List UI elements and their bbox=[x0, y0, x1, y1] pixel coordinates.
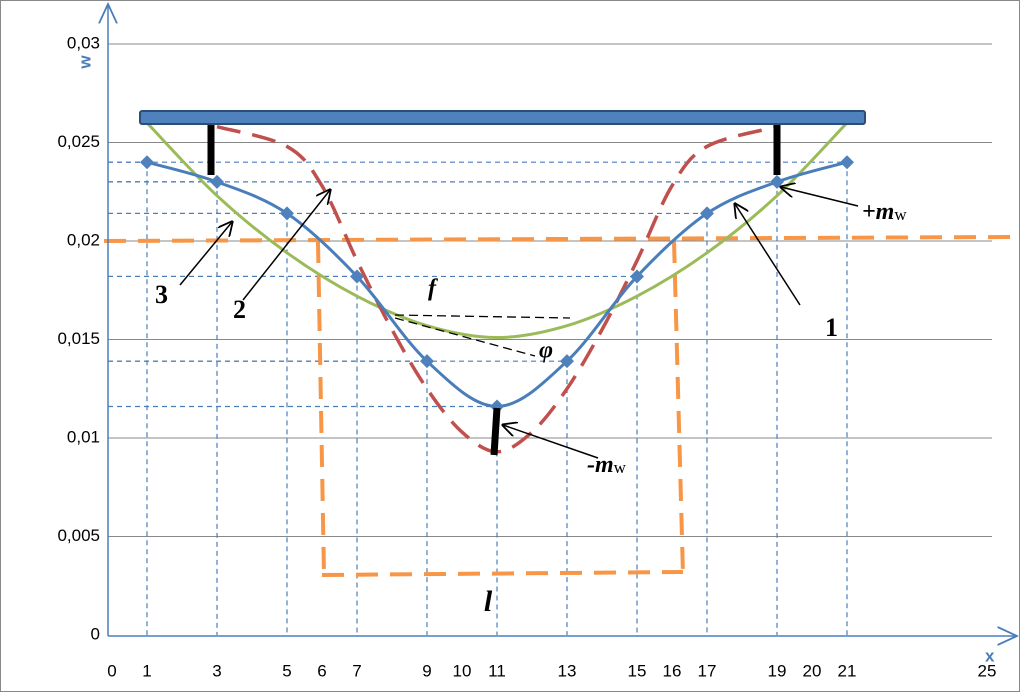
x-tick-label: 21 bbox=[838, 661, 857, 680]
orange-line bbox=[316, 240, 326, 576]
moment-subscript: w bbox=[614, 458, 627, 477]
arrow bbox=[179, 222, 232, 286]
moment-bar bbox=[490, 407, 501, 456]
x-tick-label: 19 bbox=[768, 661, 787, 680]
annotation: f bbox=[428, 276, 438, 302]
y-tick-label: 0,03 bbox=[67, 33, 100, 52]
curve-label: 1 bbox=[825, 313, 838, 342]
data-point bbox=[280, 206, 294, 221]
angle-lines bbox=[394, 314, 571, 357]
arrow bbox=[735, 204, 801, 306]
x-tick-label: 11 bbox=[488, 661, 506, 680]
x-tick-label: 20 bbox=[803, 661, 822, 680]
orange-line bbox=[103, 235, 1013, 243]
series-line bbox=[145, 121, 849, 340]
orange-frame bbox=[103, 235, 1013, 577]
data-point bbox=[140, 155, 154, 170]
y-tick-label: 0,015 bbox=[57, 329, 100, 348]
x-tick-label: 3 bbox=[212, 661, 221, 680]
series-line bbox=[146, 160, 848, 408]
moment-label: +mw bbox=[862, 199, 907, 225]
x-tick-label: 6 bbox=[317, 661, 326, 680]
arrow bbox=[503, 425, 599, 459]
data-point bbox=[700, 206, 714, 221]
x-tick-label: 10 bbox=[453, 661, 472, 680]
moment-symbol: +m bbox=[862, 199, 894, 225]
data-point bbox=[630, 269, 644, 284]
x-tick-label: 25 bbox=[978, 661, 997, 680]
data-point bbox=[350, 269, 364, 284]
x-tick-label: 0 bbox=[107, 661, 116, 680]
y-tick-label: 0,02 bbox=[67, 230, 100, 249]
angle-line bbox=[394, 314, 571, 319]
orange-line bbox=[321, 570, 684, 577]
data-point bbox=[420, 354, 434, 369]
arrow bbox=[242, 190, 330, 301]
curve-label: 3 bbox=[155, 280, 168, 309]
x-tick-label: 16 bbox=[663, 661, 682, 680]
arrows bbox=[179, 187, 859, 459]
arrow bbox=[781, 187, 859, 207]
data-point bbox=[840, 155, 854, 170]
y-tick-label: 0,01 bbox=[67, 427, 100, 446]
guides bbox=[108, 161, 848, 635]
orange-line bbox=[672, 240, 685, 576]
annotation: φ bbox=[539, 338, 553, 364]
x-tick-label: 7 bbox=[352, 661, 361, 680]
angle-line bbox=[394, 317, 536, 357]
y-tick-label: 0,005 bbox=[57, 526, 100, 545]
x-axis-label: x bbox=[985, 646, 995, 665]
y-tick-label: 0 bbox=[91, 624, 100, 643]
curves bbox=[140, 121, 854, 454]
x-tick-label: 17 bbox=[698, 661, 717, 680]
x-tick-label: 15 bbox=[628, 661, 647, 680]
annotation: l bbox=[484, 585, 493, 618]
data-point bbox=[560, 354, 574, 369]
moment-label: -mw bbox=[587, 452, 627, 478]
y-tick-label: 0,025 bbox=[57, 132, 100, 151]
curve-label: 2 bbox=[233, 295, 246, 324]
x-tick-label: 1 bbox=[142, 661, 151, 680]
beam bbox=[139, 110, 866, 125]
y-axis-label: w bbox=[75, 55, 94, 70]
moment-subscript: w bbox=[894, 205, 907, 224]
x-tick-label: 13 bbox=[558, 661, 577, 680]
moment-symbol: -m bbox=[587, 452, 614, 478]
data-point bbox=[210, 174, 224, 189]
x-tick-label: 9 bbox=[422, 661, 431, 680]
moment-bars bbox=[207, 125, 781, 456]
x-tick-label: 5 bbox=[282, 661, 291, 680]
